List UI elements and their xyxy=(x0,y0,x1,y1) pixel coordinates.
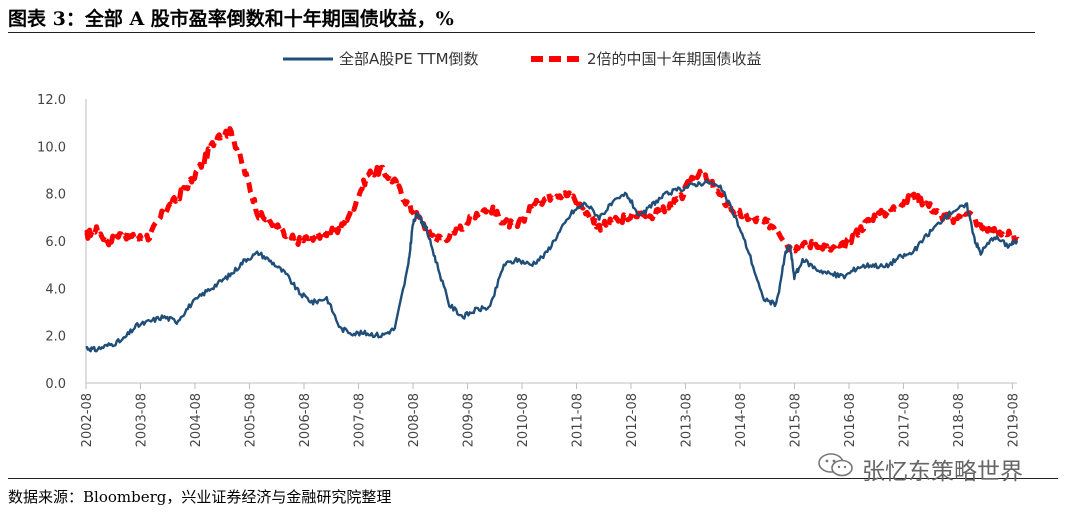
footer-divider xyxy=(8,478,1058,479)
line-chart: 全部A股PE TTM倒数 2倍的中国十年期国债收益 0.0 2.0 4.0 6.0 8.… xyxy=(37,50,1021,447)
wechat-icon xyxy=(818,453,853,477)
series-line-earnings-yield xyxy=(85,178,1019,353)
watermark: 张忆东策略世界 xyxy=(812,450,1062,485)
title-divider xyxy=(8,32,1035,33)
x-tick-label: 2014-08 xyxy=(734,393,749,447)
y-tick-label: 10.0 xyxy=(37,140,66,155)
x-tick-label: 2018-08 xyxy=(952,393,967,447)
x-tick-label: 2010-08 xyxy=(516,393,531,447)
x-tick-label: 2016-08 xyxy=(843,393,858,447)
y-tick-label: 4.0 xyxy=(45,282,66,297)
x-tick-label: 2008-08 xyxy=(407,393,422,447)
y-tick-label: 8.0 xyxy=(45,188,66,203)
x-tick-label: 2003-08 xyxy=(135,393,150,447)
x-tick-label: 2005-08 xyxy=(244,393,259,447)
y-tick-label: 12.0 xyxy=(37,93,66,108)
y-tick-label: 6.0 xyxy=(45,235,66,250)
y-tick-label: 2.0 xyxy=(45,330,66,345)
x-tick-label: 2012-08 xyxy=(625,393,640,447)
series-line-bond-yield xyxy=(84,126,1020,255)
x-tick-label: 2009-08 xyxy=(461,393,476,447)
legend-label-series-a: 全部A股PE TTM倒数 xyxy=(339,50,479,68)
source-note: 数据来源：Bloomberg，兴业证券经济与金融研究院整理 xyxy=(8,488,392,506)
series-group xyxy=(84,126,1020,353)
x-tick-label: 2006-08 xyxy=(298,393,313,447)
x-tick-label: 2013-08 xyxy=(679,393,694,447)
chart-legend: 全部A股PE TTM倒数 2倍的中国十年期国债收益 xyxy=(283,50,762,68)
x-tick-label: 2015-08 xyxy=(788,393,803,447)
watermark-text: 张忆东策略世界 xyxy=(862,459,1023,485)
x-tick-label: 2019-08 xyxy=(1006,393,1021,447)
x-tick-label: 2002-08 xyxy=(80,393,95,447)
y-axis: 0.0 2.0 4.0 6.0 8.0 10.0 12.0 xyxy=(37,93,87,392)
y-tick-label: 0.0 xyxy=(45,377,66,392)
chart-title: 图表 3：全部 A 股市盈率倒数和十年期国债收益，% xyxy=(8,8,454,30)
legend-label-series-b: 2倍的中国十年期国债收益 xyxy=(587,50,762,68)
x-tick-label: 2011-08 xyxy=(570,393,585,447)
x-axis: 2002-08 2003-08 2004-08 2005-08 2006-08 2007-… xyxy=(80,382,1021,447)
x-tick-label: 2007-08 xyxy=(352,393,367,447)
x-tick-label: 2004-08 xyxy=(189,393,204,447)
x-tick-label: 2017-08 xyxy=(897,393,912,447)
